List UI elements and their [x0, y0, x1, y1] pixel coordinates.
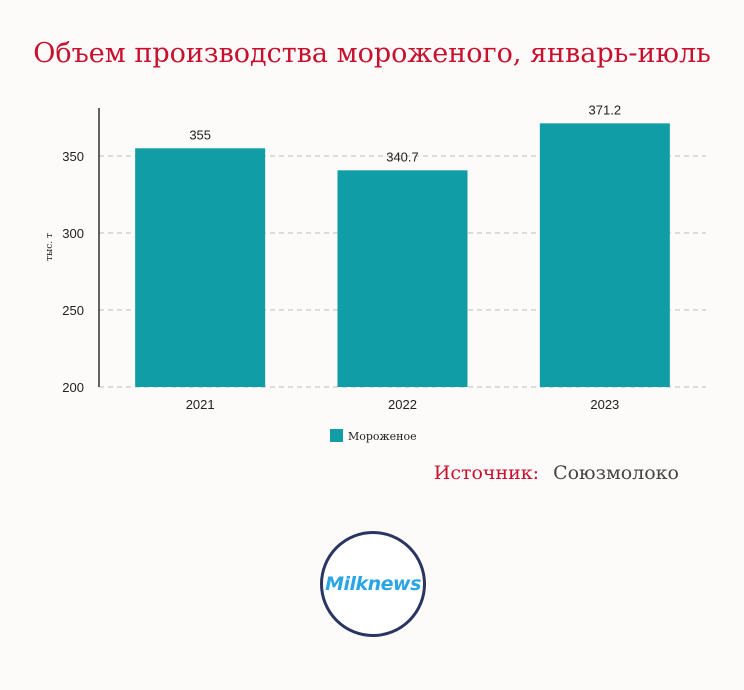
bar-chart: 200 250 300 350 тыс. т 355 2021 340.7 2022 371.2 2…	[45, 102, 706, 443]
bar	[135, 148, 266, 387]
y-tick-label: 200	[62, 380, 84, 395]
x-tick-label: 2023	[590, 397, 619, 412]
x-tick-label: 2021	[186, 397, 215, 412]
data-label: 340.7	[386, 149, 419, 164]
source-note: Источник: Союзмолоко	[434, 462, 679, 484]
legend-label: Мороженое	[348, 430, 417, 443]
logo-text: Milknews	[325, 573, 421, 595]
y-tick-label: 300	[62, 226, 84, 241]
legend-swatch	[330, 429, 343, 442]
bar	[337, 170, 468, 387]
bar	[539, 123, 670, 388]
x-tick-label: 2022	[388, 397, 417, 412]
source-value: Союзмолоко	[553, 462, 679, 484]
y-tick-label: 350	[62, 149, 84, 164]
chart-title: Объем производства мороженого, январь-ию…	[33, 38, 711, 69]
data-label: 355	[189, 127, 211, 142]
y-tick-label: 250	[62, 303, 84, 318]
source-label: Источник:	[433, 462, 540, 484]
y-axis-title: тыс. т	[45, 233, 55, 261]
milknews-logo: Milknews	[320, 531, 426, 637]
data-label: 371.2	[589, 102, 622, 117]
